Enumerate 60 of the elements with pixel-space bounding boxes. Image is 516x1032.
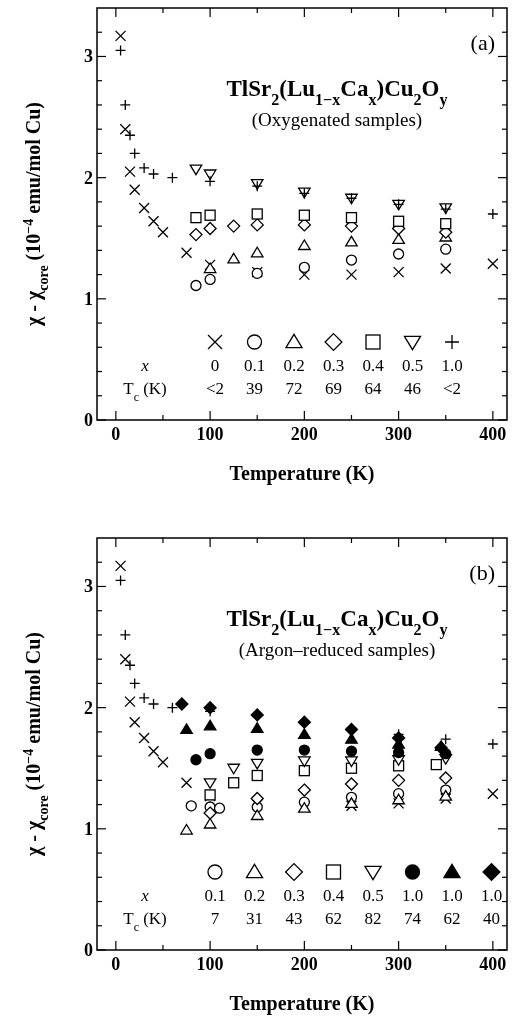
annotation: T$_{c}$ (K) <box>123 379 167 404</box>
x-tick-label: 200 <box>290 424 318 444</box>
annotation: (a) <box>470 30 495 55</box>
annotation: 69 <box>325 379 342 398</box>
legend-label: 0.3 <box>322 356 345 375</box>
x-tick-label: 300 <box>385 424 413 444</box>
annotation: 7 <box>210 909 220 928</box>
annotation: (b) <box>469 560 495 585</box>
legend-label: 0.4 <box>322 886 345 905</box>
legend-label: 0.5 <box>401 356 424 375</box>
chart-title: TlSr$_{2}$(Lu$_{1−x}$Ca$_{x}$)Cu$_{2}$O$_{y}$ <box>226 606 448 638</box>
text: (Oxygenated samples) <box>251 109 423 131</box>
x-tick-label: 100 <box>196 424 224 444</box>
y-tick-label: 2 <box>84 167 93 188</box>
y-tick-label: 2 <box>84 697 93 718</box>
annotation: 46 <box>404 379 421 398</box>
legend-label: 0.4 <box>362 356 385 375</box>
annotation: 62 <box>443 909 461 928</box>
x-tick-label: 300 <box>385 954 413 974</box>
annotation: 31 <box>246 909 263 928</box>
legend-title: x <box>140 356 150 375</box>
legend-label: 0.1 <box>204 886 226 905</box>
legend-label: 1.0 <box>441 886 463 905</box>
x-axis-title: Temperature (K) <box>229 992 375 1015</box>
y-tick-label: 3 <box>84 46 93 67</box>
y-tick-label: 0 <box>84 410 93 430</box>
legend-label: 0.2 <box>283 356 305 375</box>
chart-title: TlSr$_{2}$(Lu$_{1−x}$Ca$_{x}$)Cu$_{2}$O$_{y}$ <box>226 76 448 108</box>
legend-label: 0.2 <box>243 886 266 905</box>
y-tick-label: 1 <box>84 818 93 839</box>
x-tick-label: 100 <box>196 954 224 974</box>
annotation: 40 <box>483 909 500 928</box>
annotation: 74 <box>404 909 422 928</box>
annotation: 72 <box>285 379 303 398</box>
annotation: 43 <box>285 909 303 928</box>
y-tick-label: 1 <box>84 288 93 309</box>
x-tick-label: 0 <box>111 424 121 444</box>
legend-label: 1.0 <box>480 886 503 905</box>
legend-label: 0.1 <box>243 356 266 375</box>
annotation: 39 <box>246 379 263 398</box>
annotation: 64 <box>364 379 382 398</box>
annotation: <2 <box>442 379 462 398</box>
legend-label: 0 <box>210 356 220 375</box>
y-tick-label: 3 <box>84 576 93 597</box>
legend-label: 0.5 <box>362 886 384 905</box>
legend-label: 0.3 <box>283 886 305 905</box>
text: (Argon–reduced samples) <box>238 639 436 661</box>
y-tick-label: 0 <box>84 940 93 960</box>
x-tick-label: 0 <box>111 954 121 974</box>
legend-title: x <box>140 886 150 905</box>
x-tick-label: 400 <box>479 424 507 444</box>
legend-label: 1.0 <box>441 356 463 375</box>
annotation: 82 <box>364 909 382 928</box>
annotation: T$_{c}$ (K) <box>123 909 167 934</box>
legend-label: 1.0 <box>401 886 424 905</box>
x-tick-label: 200 <box>290 954 318 974</box>
annotation: 62 <box>325 909 342 928</box>
x-axis-title: Temperature (K) <box>229 462 375 485</box>
annotation: <2 <box>205 379 225 398</box>
x-tick-label: 400 <box>479 954 507 974</box>
